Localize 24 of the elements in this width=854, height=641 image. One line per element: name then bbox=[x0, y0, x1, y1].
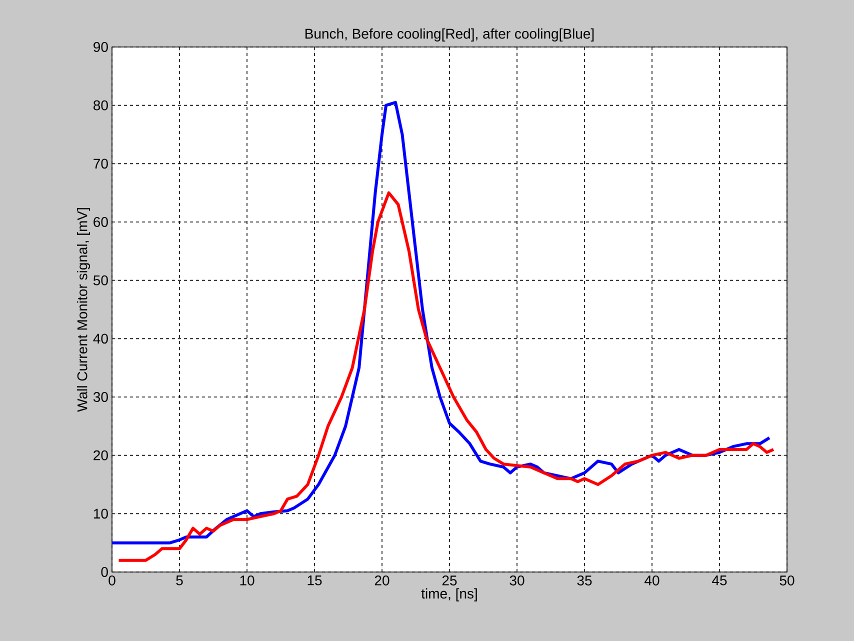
chart-title: Bunch, Before cooling[Red], after cooling[Blue] bbox=[306, 28, 594, 42]
y-tick-label: 0 bbox=[101, 567, 108, 577]
x-tick-label: 10 bbox=[240, 576, 254, 586]
x-tick-label: 30 bbox=[510, 576, 524, 586]
y-tick-label: 60 bbox=[94, 217, 108, 227]
x-tick-label: 40 bbox=[644, 576, 660, 586]
x-tick-label: 50 bbox=[780, 576, 794, 586]
x-tick-label: 25 bbox=[442, 576, 457, 586]
x-axis-title: time, [ns] bbox=[421, 588, 477, 602]
x-tick-label: 5 bbox=[176, 576, 183, 586]
x-tick-label: 45 bbox=[712, 576, 727, 586]
x-tick-label: 0 bbox=[108, 576, 116, 586]
x-tick-label: 35 bbox=[577, 576, 592, 586]
y-tick-label: 80 bbox=[94, 100, 108, 110]
y-tick-label: 20 bbox=[94, 450, 108, 460]
y-tick-label: 50 bbox=[93, 275, 108, 286]
y-axis-title: Wall Current Monitor signal, [mV] bbox=[76, 208, 90, 412]
y-tick-label: 30 bbox=[93, 392, 108, 402]
y-tick-label: 10 bbox=[94, 508, 108, 519]
y-tick-label: 90 bbox=[94, 42, 108, 52]
y-tick-label: 40 bbox=[93, 334, 108, 344]
x-tick-label: 15 bbox=[308, 576, 322, 586]
x-tick-label: 20 bbox=[374, 576, 390, 586]
y-tick-label: 70 bbox=[94, 158, 108, 169]
